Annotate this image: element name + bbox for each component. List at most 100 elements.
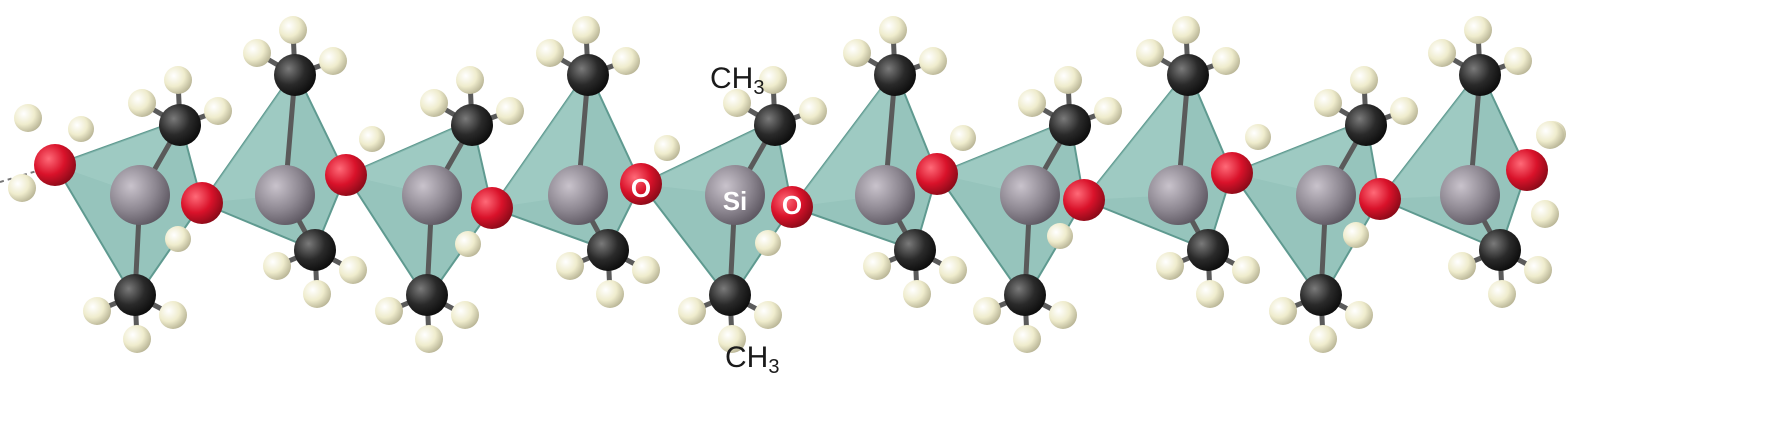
hydrogen-atom [632,256,660,284]
hydrogen-atom [1245,124,1271,150]
oxygen-atom [1063,179,1105,221]
hydrogen-atom [1018,89,1046,117]
hydrogen-atom [1350,66,1378,94]
hydrogen-atom [1343,222,1369,248]
hydrogen-atom [1448,252,1476,280]
hydrogen-atom [1136,39,1164,67]
silicon-atom [1440,165,1500,225]
carbon-atom [1459,54,1501,96]
hydrogen-atom [375,297,403,325]
hydrogen-atom [1172,16,1200,44]
silicon-atom [1296,165,1356,225]
hydrogen-atom [612,47,640,75]
hydrogen-atom [456,66,484,94]
hydrogen-atom [1212,47,1240,75]
methyl-bottom-text: CH [725,341,769,374]
carbon-atom [567,54,609,96]
hydrogen-atom [263,252,291,280]
hydrogen-atom [754,301,782,329]
methyl-top-subscript: 3 [753,77,765,99]
carbon-atom [159,104,201,146]
hydrogen-atom [1054,66,1082,94]
hydrogen-atom [68,116,94,142]
hydrogen-atom [1345,301,1373,329]
silicon-label: Si [723,186,748,216]
hydrogen-atom [1536,121,1564,149]
hydrogen-atom [1531,200,1559,228]
hydrogen-atom [415,325,443,353]
hydrogen-atom [843,39,871,67]
hydrogen-atom [164,66,192,94]
carbon-atom [874,54,916,96]
hydrogen-atom [455,231,481,257]
silicon-atom [110,165,170,225]
hydrogen-atom [879,16,907,44]
hydrogen-atom [451,301,479,329]
carbon-atom [754,104,796,146]
hydrogen-atom [1464,16,1492,44]
silicon-atom [255,165,315,225]
carbon-atom [114,274,156,316]
carbon-atom [1167,54,1209,96]
methyl-bottom-subscript: 3 [768,356,780,378]
silicon-atom [1148,165,1208,225]
hydrogen-atom [359,126,385,152]
carbon-atom [451,104,493,146]
hydrogen-atom [1196,280,1224,308]
hydrogen-atom [339,256,367,284]
oxygen-label-left: O [631,173,651,203]
tetrahedron-face [1084,70,1188,200]
hydrogen-atom [1013,325,1041,353]
oxygen-atom [771,186,813,228]
hydrogen-atom [596,280,624,308]
silicon-atom [705,165,765,225]
methyl-label-bottom: CH3 [725,341,780,378]
hydrogen-atom [303,280,331,308]
oxygen-atom [34,144,76,186]
hydrogen-atom [1314,89,1342,117]
hydrogen-atom [973,297,1001,325]
hydrogen-atom [1428,39,1456,67]
carbon-atom [1345,104,1387,146]
hydrogen-atom [159,301,187,329]
hydrogen-atom [1390,97,1418,125]
oxygen-atom [1211,152,1253,194]
carbon-atom [1300,274,1342,316]
hydrogen-atom [1047,223,1073,249]
hydrogen-atom [919,47,947,75]
hydrogen-atom [556,252,584,280]
hydrogen-atom [799,97,827,125]
hydrogen-atom [1309,325,1337,353]
oxygen-atom [620,163,662,205]
hydrogen-atom [755,230,781,256]
hydrogen-atom [950,125,976,151]
atom-labels-layer: O Si O [631,173,802,220]
chain-continuation [0,169,41,183]
silicon-atom [548,165,608,225]
oxygen-atom [1506,149,1548,191]
silicon-atom [855,165,915,225]
carbon-atom [709,274,751,316]
hydrogen-atom [8,174,36,202]
oxygen-atom [181,182,223,224]
hydrogen-atom [1524,256,1552,284]
hydrogen-atom [1488,280,1516,308]
oxygen-atom [325,154,367,196]
hydrogen-atom [123,325,151,353]
carbon-atom [1004,274,1046,316]
oxygen-label-right: O [782,190,802,220]
silicon-atom [402,165,462,225]
hydrogen-atom [165,226,191,252]
hydrogen-atom [654,135,680,161]
tetrahedron-face [1380,70,1480,199]
hydrogen-atom [243,39,271,67]
carbon-atom [894,229,936,271]
hydrogen-atom [536,39,564,67]
hydrogen-atom [496,97,524,125]
carbon-atom [274,54,316,96]
carbon-atom [1049,104,1091,146]
atoms-layer [8,16,1566,353]
hydrogen-atom [718,325,746,353]
